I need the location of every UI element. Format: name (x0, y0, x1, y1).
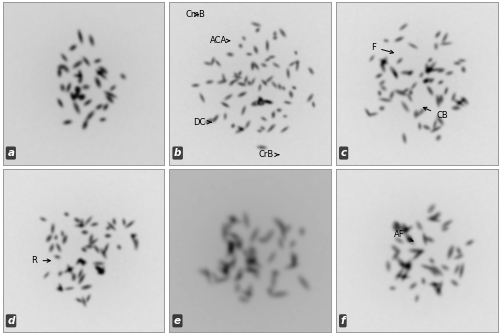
Text: ACA: ACA (210, 36, 230, 45)
Text: b: b (174, 148, 182, 158)
Text: CmB: CmB (186, 10, 205, 19)
Text: CB: CB (424, 107, 448, 120)
Text: f: f (340, 316, 345, 326)
Text: CrB: CrB (258, 150, 279, 159)
Text: c: c (340, 148, 346, 158)
Text: d: d (8, 316, 14, 326)
Text: a: a (8, 148, 14, 158)
Text: R: R (32, 256, 50, 265)
Text: F: F (372, 43, 394, 53)
Text: AF: AF (394, 230, 413, 241)
Text: e: e (174, 316, 181, 326)
Text: DC: DC (194, 118, 212, 127)
